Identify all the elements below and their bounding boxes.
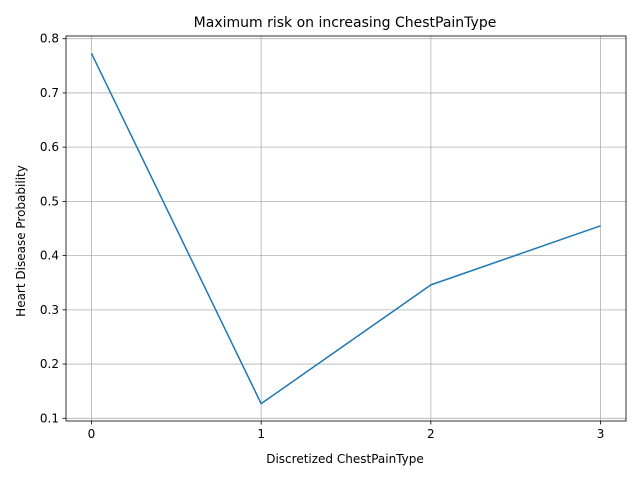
y-tick-label: 0.1 bbox=[40, 411, 59, 425]
y-tick-label: 0.4 bbox=[40, 249, 59, 263]
x-axis-label: Discretized ChestPainType bbox=[266, 452, 424, 466]
x-tick-label: 0 bbox=[88, 427, 96, 441]
x-tick-label: 3 bbox=[597, 427, 605, 441]
y-axis-ticks: 0.1 0.2 0.3 0.4 0.5 0.6 0.7 0.8 bbox=[40, 32, 66, 425]
y-axis-label: Heart Disease Probability bbox=[14, 165, 28, 317]
x-tick-label: 2 bbox=[427, 427, 435, 441]
grid bbox=[66, 36, 626, 421]
chart-title: Maximum risk on increasing ChestPainType bbox=[194, 15, 497, 31]
y-tick-label: 0.5 bbox=[40, 194, 59, 208]
y-tick-label: 0.2 bbox=[40, 357, 59, 371]
y-tick-label: 0.7 bbox=[40, 86, 59, 100]
y-tick-label: 0.8 bbox=[40, 32, 59, 46]
plot-frame bbox=[65, 35, 627, 422]
y-tick-label: 0.6 bbox=[40, 140, 59, 154]
x-axis-ticks: 0 1 2 3 bbox=[88, 421, 605, 441]
y-tick-label: 0.3 bbox=[40, 303, 59, 317]
x-tick-label: 1 bbox=[257, 427, 265, 441]
series-layer bbox=[90, 53, 601, 405]
series-line-0 bbox=[90, 53, 601, 405]
